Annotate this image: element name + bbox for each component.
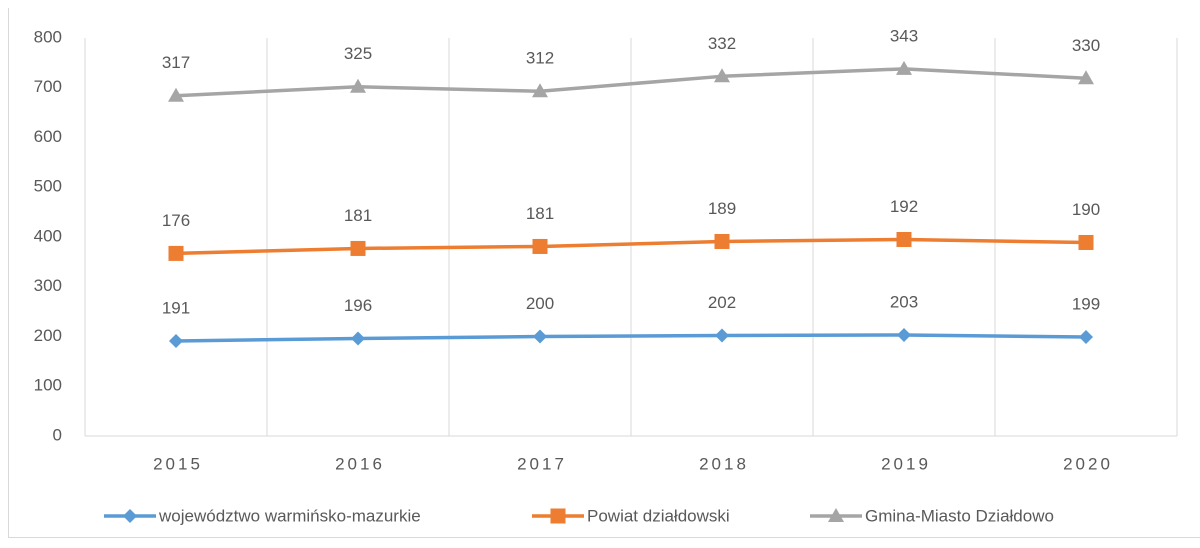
- y-tick-label: 700: [34, 77, 62, 96]
- data-label: 202: [708, 293, 736, 312]
- x-tick-label: 2020: [1063, 454, 1113, 473]
- data-label: 199: [1072, 294, 1100, 313]
- series-line: [175, 67, 1087, 98]
- chart-frame: [8, 8, 1200, 538]
- marker: [897, 328, 911, 343]
- legend-label: Gmina-Miasto Działdowo: [865, 506, 1054, 525]
- x-tick-label: 2016: [335, 454, 385, 473]
- data-label: 176: [162, 211, 190, 230]
- y-tick-label: 500: [34, 177, 62, 196]
- marker: [1078, 234, 1094, 250]
- marker: [168, 87, 184, 102]
- data-label: 190: [1072, 200, 1100, 219]
- marker: [896, 60, 912, 75]
- legend-marker: [123, 509, 137, 523]
- data-label: 181: [344, 206, 372, 225]
- marker: [714, 233, 730, 249]
- data-label: 332: [708, 34, 736, 53]
- y-tick-label: 600: [34, 127, 62, 146]
- y-tick-label: 0: [53, 425, 62, 444]
- data-label: 196: [344, 296, 372, 315]
- marker: [351, 331, 365, 346]
- data-label: 200: [526, 294, 554, 313]
- marker: [350, 240, 366, 256]
- data-label: 325: [344, 44, 372, 63]
- x-tick-label: 2019: [881, 454, 931, 473]
- marker: [1079, 329, 1093, 344]
- marker: [533, 329, 547, 344]
- series-line: [175, 237, 1087, 256]
- marker: [896, 231, 912, 247]
- marker: [532, 83, 548, 98]
- marker: [714, 68, 730, 83]
- y-tick-label: 200: [34, 326, 62, 345]
- marker: [169, 333, 183, 348]
- legend-label: województwo warmińsko-mazurkie: [158, 506, 421, 525]
- legend-marker: [550, 508, 566, 524]
- data-label: 330: [1072, 36, 1100, 55]
- y-tick-label: 100: [34, 376, 62, 395]
- x-tick-label: 2018: [699, 454, 749, 473]
- marker: [715, 328, 729, 343]
- data-label: 181: [526, 204, 554, 223]
- marker: [532, 238, 548, 254]
- data-label: 317: [162, 53, 190, 72]
- data-label: 203: [890, 292, 918, 311]
- legend-label: Powiat działdowski: [587, 506, 730, 525]
- data-label: 189: [708, 199, 736, 218]
- x-tick-label: 2015: [153, 454, 203, 473]
- marker: [168, 245, 184, 261]
- data-label: 343: [890, 26, 918, 45]
- y-tick-label: 800: [34, 27, 62, 46]
- marker: [1078, 70, 1094, 85]
- series-line: [175, 333, 1087, 343]
- x-tick-label: 2017: [517, 454, 567, 473]
- data-label: 191: [162, 298, 190, 317]
- y-tick-label: 400: [34, 226, 62, 245]
- data-label: 312: [526, 49, 554, 68]
- y-tick-label: 300: [34, 276, 62, 295]
- legend-marker: [828, 508, 844, 522]
- data-label: 192: [890, 197, 918, 216]
- marker: [350, 78, 366, 93]
